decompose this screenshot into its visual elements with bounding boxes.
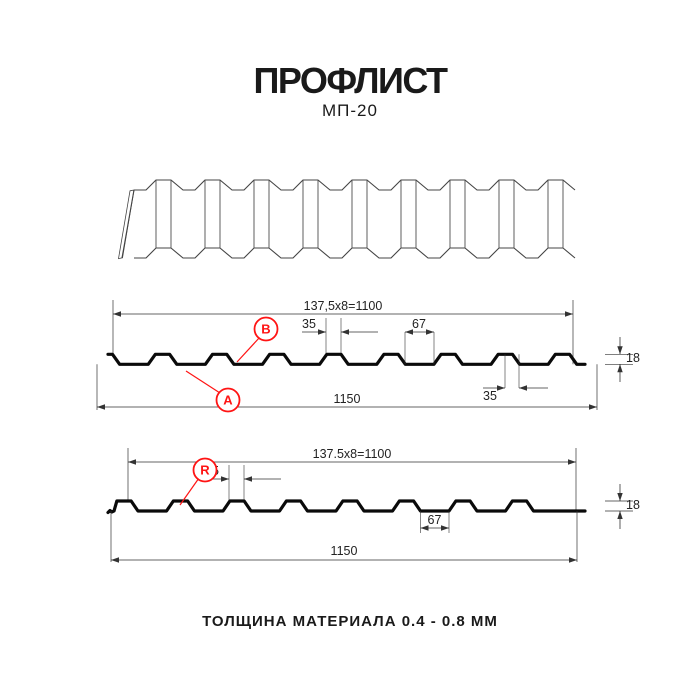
svg-text:R: R [200,463,210,478]
svg-text:137.5x8=1100: 137.5x8=1100 [313,447,392,461]
svg-text:18: 18 [626,351,640,365]
svg-text:A: A [223,393,233,408]
svg-text:B: B [261,322,270,337]
svg-text:67: 67 [412,317,426,331]
svg-text:1150: 1150 [334,392,361,406]
svg-text:1150: 1150 [331,544,358,558]
svg-text:67: 67 [428,513,442,527]
svg-text:35: 35 [302,317,316,331]
svg-text:137,5x8=1100: 137,5x8=1100 [304,299,383,313]
svg-text:35: 35 [483,389,497,403]
svg-text:18: 18 [626,498,640,512]
